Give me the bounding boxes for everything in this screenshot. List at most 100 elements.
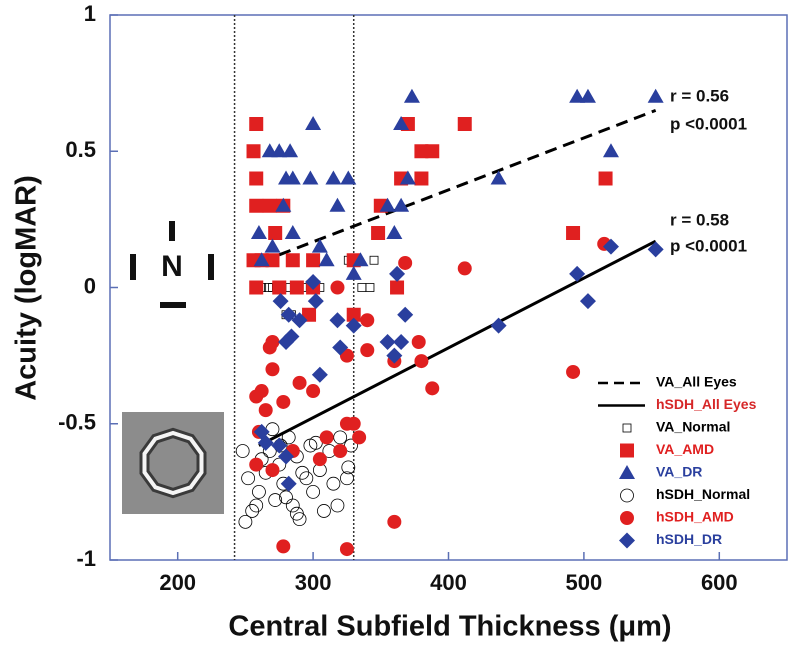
point (386, 225, 403, 239)
point (317, 504, 331, 518)
point (311, 238, 328, 253)
point (566, 226, 581, 240)
point (490, 317, 507, 334)
point (329, 197, 346, 212)
point (340, 471, 354, 486)
point (357, 283, 367, 292)
legend-label: hSDH_DR (656, 531, 722, 547)
point (360, 313, 375, 328)
point (365, 283, 375, 292)
legend-label: VA_Normal (656, 419, 730, 435)
legend-item: hSDH_AMD (620, 509, 734, 525)
icon-bar (169, 221, 175, 241)
annotation: p <0.0001 (670, 114, 747, 133)
point (299, 471, 314, 486)
point (393, 197, 410, 212)
point (339, 542, 354, 557)
legend-label: VA_DR (656, 464, 702, 480)
fit-line (278, 108, 657, 257)
point (268, 226, 283, 240)
point (352, 430, 367, 445)
legend-item: VA_AMD (620, 441, 714, 458)
legend-label: VA_AMD (656, 441, 714, 457)
point (414, 354, 429, 369)
point (295, 465, 310, 480)
x-tick-label: 400 (430, 570, 467, 595)
point (333, 430, 348, 445)
point (379, 197, 396, 212)
point (425, 144, 440, 159)
x-tick-label: 500 (566, 570, 603, 595)
point (325, 170, 342, 185)
x-tick-label: 200 (159, 570, 196, 595)
point (389, 265, 406, 282)
point (330, 498, 345, 513)
y-axis-title: Acuity (logMAR) (11, 175, 43, 401)
legend-item: hSDH_Normal (620, 486, 750, 503)
point (369, 255, 379, 265)
point (379, 334, 396, 350)
point (280, 475, 297, 492)
point (303, 438, 318, 453)
legend-label: hSDH_Normal (656, 486, 750, 502)
point (306, 484, 321, 499)
x-axis-title: Central Subfield Thickness (μm) (228, 611, 671, 643)
legend-item: hSDH_DR (619, 531, 722, 549)
legend-swatch (620, 443, 634, 458)
point (360, 343, 375, 358)
point (647, 88, 664, 103)
point (249, 117, 264, 131)
point (292, 512, 307, 527)
x-tick-label: 300 (295, 570, 332, 595)
point (332, 339, 349, 356)
point (249, 198, 264, 213)
point (282, 143, 299, 158)
inset-ring (142, 430, 204, 496)
point (457, 117, 472, 131)
point (276, 394, 291, 409)
legend-item: VA_DR (619, 464, 702, 480)
point (569, 265, 586, 282)
point (457, 261, 472, 276)
point (265, 335, 280, 349)
point (241, 471, 256, 486)
legend-item: hSDH_All Eyes (598, 396, 757, 412)
point (250, 225, 267, 239)
point (598, 171, 613, 186)
legend-label: hSDH_AMD (656, 509, 734, 525)
point (371, 226, 386, 240)
point (387, 514, 402, 529)
point (490, 170, 507, 185)
legend-item: VA_Normal (622, 419, 730, 435)
point (276, 539, 291, 554)
point (292, 375, 307, 390)
point (414, 171, 429, 186)
point (340, 170, 357, 185)
point (414, 144, 429, 159)
y-tick-label: 0 (84, 273, 96, 298)
point (319, 430, 334, 445)
point (249, 457, 264, 472)
legend-label: hSDH_All Eyes (656, 396, 757, 412)
point (399, 170, 416, 185)
point (265, 253, 280, 268)
point (291, 312, 308, 329)
point (279, 490, 293, 505)
point (341, 460, 356, 475)
x-tick-label: 600 (701, 570, 738, 595)
point (238, 514, 253, 529)
point (246, 144, 261, 159)
point (245, 504, 260, 518)
legend-swatch (619, 532, 635, 549)
y-tick-label: 1 (84, 1, 96, 26)
point (602, 143, 619, 158)
icon-label: N (161, 250, 183, 283)
inset-image (122, 412, 224, 514)
point (318, 252, 335, 267)
point (278, 448, 295, 465)
point (333, 444, 348, 458)
annotation: r = 0.58 (670, 210, 729, 229)
point (289, 506, 304, 521)
point (265, 463, 280, 478)
